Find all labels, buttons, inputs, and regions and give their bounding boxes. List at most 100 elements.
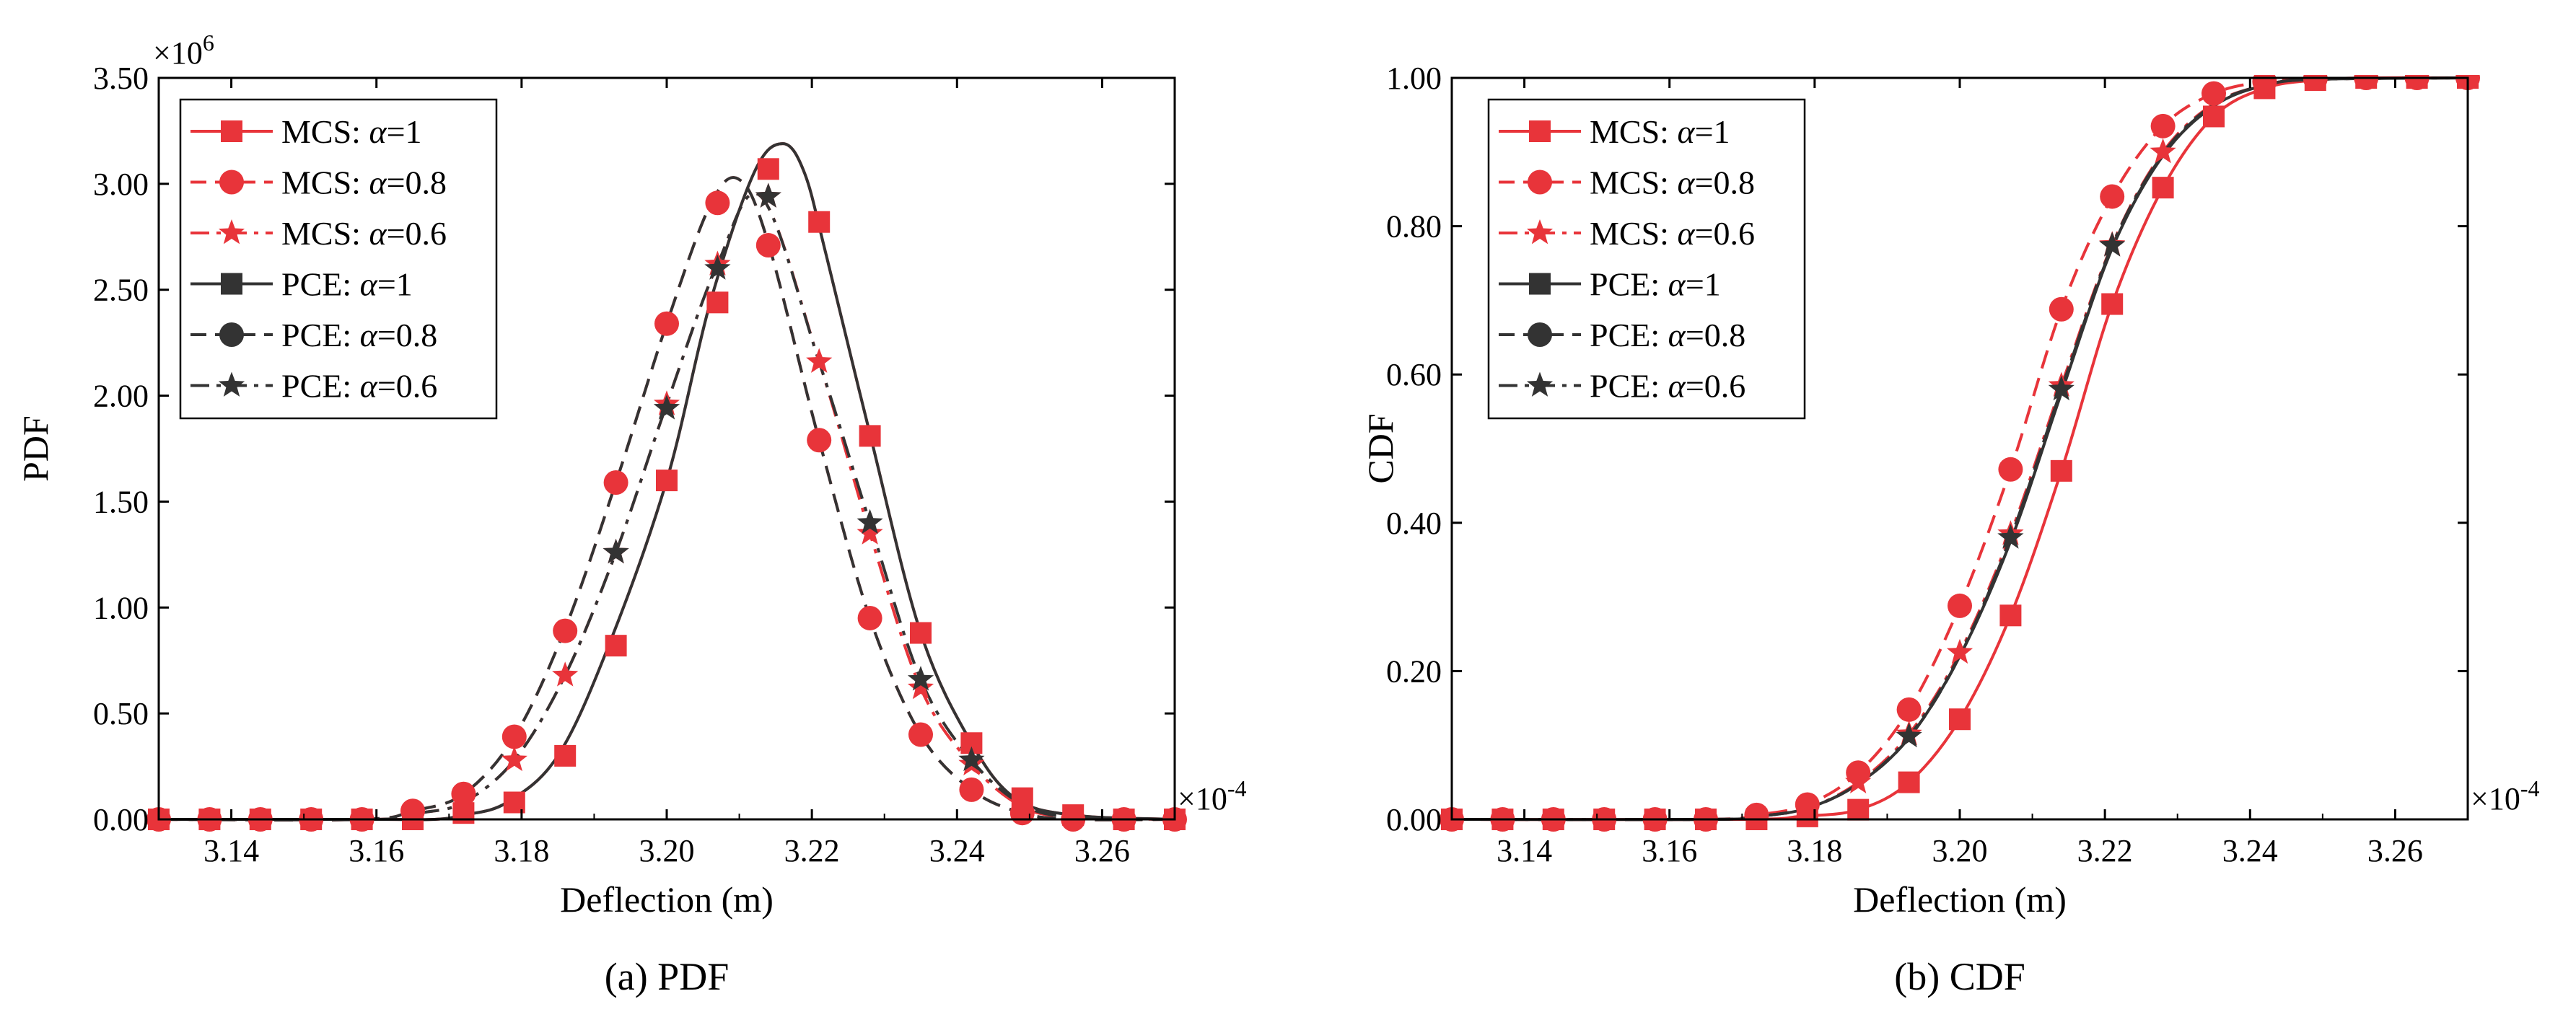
legend-marker-2: [1526, 219, 1554, 245]
data-point-s1: [705, 190, 730, 216]
x-multiplier-exp: -4: [1227, 775, 1247, 801]
legend-alpha: α: [369, 113, 387, 150]
y-tick-label: 3.50: [93, 61, 149, 96]
legend-marker-5: [218, 371, 245, 397]
x-tick-label: 3.18: [1787, 833, 1842, 868]
x-tick-label: 3.16: [349, 833, 404, 868]
x-multiplier: ×10-4: [2471, 775, 2539, 816]
y-tick-label: 0.00: [93, 802, 149, 837]
data-point-s1: [400, 798, 425, 824]
data-point-s1: [2303, 75, 2328, 92]
legend-value: =0.8: [377, 317, 437, 353]
legend-alpha: α: [1677, 113, 1695, 150]
data-point-s1: [2049, 296, 2074, 322]
data-point-s0: [2203, 105, 2225, 128]
data-point-s5: [958, 746, 985, 772]
data-point-s2: [806, 348, 833, 373]
data-point-s0: [554, 744, 577, 767]
legend-value: =0.6: [377, 368, 437, 405]
y-tick-label: 0.50: [93, 696, 149, 731]
legend-value: =1: [377, 266, 413, 303]
data-point-s1: [908, 722, 933, 747]
data-point-s0: [1847, 798, 1870, 821]
data-point-s0: [1949, 708, 1971, 731]
legend-label-1: MCS: α=0.8: [281, 164, 447, 201]
y-tick-label: 0.60: [1386, 357, 1442, 392]
x-axis-label: Deflection (m): [1853, 879, 2067, 920]
data-point-s1: [1998, 457, 2023, 482]
data-point-s0: [2152, 177, 2174, 199]
legend-alpha: α: [1677, 164, 1695, 201]
legend-name: PCE:: [281, 317, 360, 353]
x-axis-label: Deflection (m): [560, 879, 774, 920]
y-tick-label: 1.00: [1386, 61, 1442, 96]
legend-box: [179, 98, 498, 420]
legend-alpha: α: [369, 215, 387, 252]
data-point-s5: [704, 255, 731, 280]
legend-marker-0: [1529, 120, 1551, 142]
legend-marker-3: [1529, 273, 1551, 295]
data-point-s1: [959, 777, 984, 802]
legend-label-0: MCS: α=1: [1590, 113, 1730, 150]
data-point-s0: [2101, 293, 2124, 315]
legend-alpha: α: [360, 317, 378, 353]
data-point-s1: [1896, 697, 1922, 722]
legend-alpha: α: [1668, 266, 1686, 303]
data-point-s1: [2150, 113, 2176, 138]
legend-marker-1: [1528, 170, 1552, 195]
data-point-s0: [2050, 459, 2072, 482]
x-tick-label: 3.20: [639, 833, 695, 868]
y-tick-label: 1.00: [93, 590, 149, 625]
legend-name: PCE:: [281, 266, 360, 303]
legend-label-2: MCS: α=0.6: [1590, 215, 1755, 252]
data-point-s2: [907, 674, 934, 700]
legend-value: =0.8: [387, 164, 447, 201]
data-point-s1: [654, 311, 679, 336]
data-point-s0: [859, 425, 881, 447]
data-point-s0: [1898, 771, 1920, 793]
legend-name: MCS:: [281, 164, 369, 201]
data-point-s1: [451, 781, 476, 806]
y-tick-label: 3.00: [93, 167, 149, 202]
y-axis-label: PDF: [15, 415, 56, 482]
y-tick-label: 0.20: [1386, 653, 1442, 689]
data-point-s1: [501, 724, 527, 749]
legend-alpha: α: [360, 266, 378, 303]
legend-value: =0.6: [387, 215, 447, 252]
legend-name: PCE:: [1590, 368, 1668, 405]
data-point-s5: [1997, 524, 2024, 549]
x-multiplier-exp: -4: [2520, 775, 2540, 801]
legend-label-3: PCE: α=1: [1590, 266, 1721, 303]
y-tick-label: 0.00: [1386, 802, 1442, 837]
legend-box: [1487, 98, 1806, 420]
x-tick-label: 3.14: [1497, 833, 1552, 868]
data-point-s2: [2150, 138, 2176, 164]
data-point-s0: [1999, 604, 2022, 627]
data-point-s5: [2099, 232, 2126, 257]
legend-alpha: α: [1668, 368, 1686, 405]
legend-name: MCS:: [281, 215, 369, 252]
legend-value: =0.8: [1686, 317, 1745, 353]
data-point-s5: [755, 182, 781, 208]
data-point-s0: [605, 635, 627, 657]
y-multiplier: ×106: [153, 30, 214, 71]
data-point-s1: [2202, 81, 2226, 106]
data-point-s1: [2252, 75, 2277, 94]
data-point-s5: [857, 508, 883, 534]
legend-name: MCS:: [281, 113, 369, 150]
x-tick-label: 3.22: [784, 833, 840, 868]
x-tick-label: 3.26: [1074, 833, 1130, 868]
legend-alpha: α: [1668, 317, 1686, 353]
x-tick-label: 3.24: [929, 833, 985, 868]
data-point-s1: [807, 428, 832, 453]
y-tick-label: 0.80: [1386, 209, 1442, 245]
data-point-s5: [1896, 722, 1922, 748]
legend-marker-1: [219, 170, 244, 195]
x-tick-label: 3.24: [2222, 833, 2278, 868]
legend-name: PCE:: [281, 368, 360, 405]
legend-value: =0.6: [1695, 215, 1755, 252]
data-point-s0: [808, 211, 831, 233]
